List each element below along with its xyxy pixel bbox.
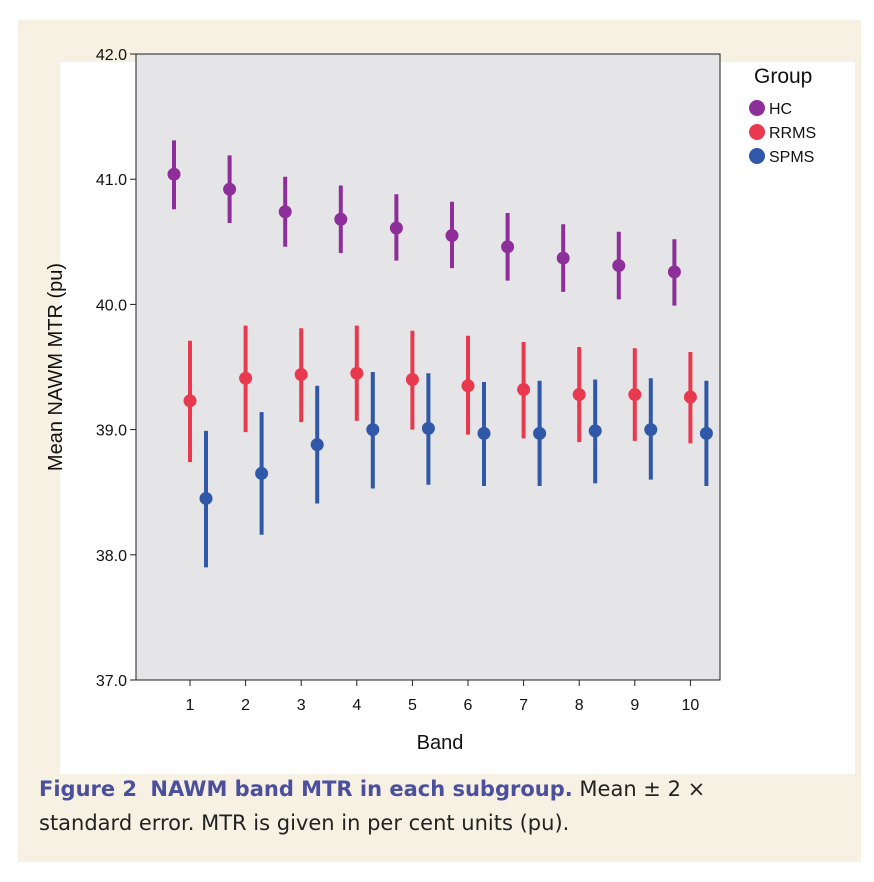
data-point (278, 205, 292, 219)
x-tick-label: 9 (630, 697, 639, 714)
plot-area (135, 53, 721, 681)
data-point (223, 182, 237, 196)
data-point (628, 388, 642, 402)
data-point (405, 373, 419, 387)
data-point (588, 424, 602, 438)
data-point (310, 438, 324, 452)
data-point (644, 423, 658, 437)
y-tick-label: 38.0 (96, 548, 127, 565)
chart: 37.0 38.0 39.0 40.0 41.0 42.0 1 2 3 4 5 6 7 8 9 10 Mea… (45, 47, 816, 754)
data-point (366, 423, 380, 437)
caption-text-2: standard error. MTR is given in per cent… (39, 811, 570, 835)
data-point (572, 388, 586, 402)
legend-marker (749, 100, 765, 116)
y-tick-label: 37.0 (96, 673, 127, 690)
legend-title: Group (754, 65, 812, 88)
data-point (699, 426, 713, 440)
data-point (199, 491, 213, 505)
data-point (667, 265, 681, 279)
x-tick-label: 2 (241, 697, 250, 714)
data-point (477, 426, 491, 440)
series-layer (167, 140, 713, 568)
data-point (501, 240, 515, 254)
data-point (461, 379, 475, 393)
y-tick-label: 42.0 (96, 47, 127, 64)
legend-label: SPMS (769, 149, 814, 166)
data-point (389, 221, 403, 235)
data-point (517, 383, 531, 397)
legend-marker (749, 124, 765, 140)
x-tick-label: 6 (464, 697, 473, 714)
x-tick-label: 3 (297, 697, 306, 714)
data-point (294, 368, 308, 382)
legend: Group HC RRMS SPMS (749, 65, 816, 166)
x-axis-label: Band (417, 732, 464, 754)
data-point (183, 394, 197, 408)
x-tick-label: 4 (352, 697, 361, 714)
legend-marker (749, 148, 765, 164)
data-point (421, 421, 435, 435)
figure-title: NAWM band MTR in each subgroup. (150, 777, 573, 801)
figure-caption: Figure 2 NAWM band MTR in each subgroup.… (39, 772, 839, 840)
x-tick-label: 8 (575, 697, 584, 714)
y-axis: 37.0 38.0 39.0 40.0 41.0 42.0 (96, 47, 136, 690)
data-point (255, 466, 269, 480)
y-tick-label: 41.0 (96, 172, 127, 189)
legend-label: RRMS (769, 125, 816, 142)
data-point (533, 426, 547, 440)
figure-label: Figure 2 (39, 777, 138, 801)
data-point (556, 251, 570, 265)
x-tick-label: 10 (682, 697, 700, 714)
y-axis-label: Mean NAWM MTR (pu) (45, 263, 67, 471)
data-point (445, 229, 459, 243)
y-tick-label: 40.0 (96, 297, 127, 314)
series-hc (167, 140, 681, 306)
data-point (239, 371, 253, 385)
data-point (334, 212, 348, 226)
y-tick-label: 39.0 (96, 423, 127, 440)
x-tick-label: 7 (519, 697, 528, 714)
data-point (612, 259, 626, 273)
caption-text-1: Mean ± 2 × (579, 777, 706, 801)
legend-label: HC (769, 101, 792, 118)
series-spms (199, 372, 713, 568)
data-point (350, 366, 364, 380)
data-point (683, 390, 697, 404)
x-tick-label: 1 (186, 697, 195, 714)
x-axis: 1 2 3 4 5 6 7 8 9 10 (186, 680, 700, 714)
data-point (167, 167, 181, 181)
series-rrms (183, 325, 697, 463)
x-tick-label: 5 (408, 697, 417, 714)
